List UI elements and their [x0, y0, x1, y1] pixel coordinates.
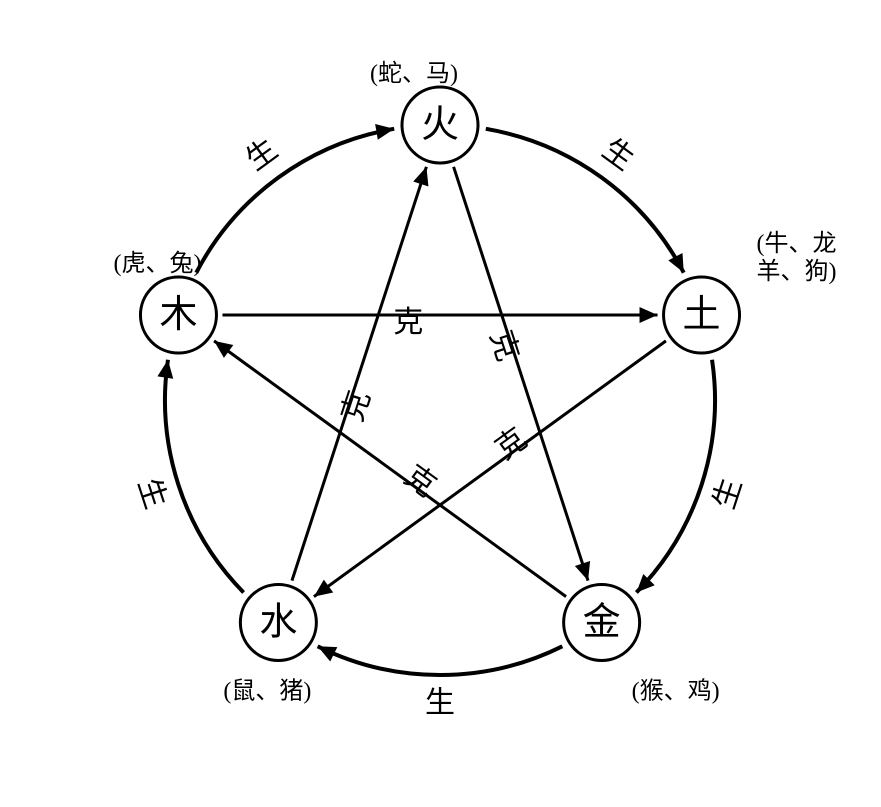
arc-label-water-wood: 生: [132, 474, 173, 513]
star-metal-to-wood: [214, 341, 566, 597]
arc-water-to-wood: [165, 360, 244, 593]
star-arrow-earth-water: [314, 580, 333, 597]
arc-label-metal-water: 生: [425, 687, 455, 720]
node-label-earth: 土: [683, 294, 721, 336]
arc-earth-to-metal: [636, 360, 715, 593]
node-label-wood: 木: [159, 294, 197, 336]
node-annotation-fire: (蛇、马): [370, 60, 458, 87]
star-arrow-metal-wood: [214, 341, 233, 358]
node-annotation-earth: (牛、龙羊、狗): [757, 230, 837, 285]
star-arrow-fire-metal: [575, 561, 590, 581]
node-annotation-water: (鼠、猪): [223, 677, 311, 704]
star-earth-to-water: [314, 341, 666, 597]
arc-metal-to-water: [318, 646, 563, 675]
star-arrow-water-fire: [413, 167, 428, 187]
arc-fire-to-earth: [486, 129, 684, 273]
node-label-metal: 金: [583, 601, 621, 643]
arc-wood-to-fire: [196, 129, 394, 273]
node-label-water: 水: [259, 601, 297, 643]
star-arrow-wood-earth: [640, 307, 658, 323]
star-water-to-fire: [292, 167, 426, 581]
star-label-water-fire: 克: [336, 387, 377, 426]
arc-label-earth-metal: 生: [708, 474, 749, 513]
node-annotation-metal: (猴、鸡): [632, 677, 720, 704]
star-label-earth-water: 克: [489, 422, 533, 466]
wuxing-diagram: 生生生生生克克克克克火(蛇、马)土(牛、龙羊、狗)金(猴、鸡)水(鼠、猪)木(虎…: [0, 0, 881, 807]
arc-arrow-wood-fire: [375, 124, 394, 140]
star-fire-to-metal: [454, 167, 588, 581]
node-label-fire: 火: [421, 104, 459, 146]
star-label-metal-wood: 克: [398, 459, 442, 503]
star-label-wood-earth: 克: [393, 306, 423, 339]
node-annotation-wood: (虎、兔): [113, 250, 201, 277]
arc-label-fire-earth: 生: [596, 133, 640, 177]
arc-arrow-water-wood: [157, 360, 173, 379]
arc-label-wood-fire: 生: [240, 133, 284, 177]
star-label-fire-metal: 克: [484, 326, 525, 365]
